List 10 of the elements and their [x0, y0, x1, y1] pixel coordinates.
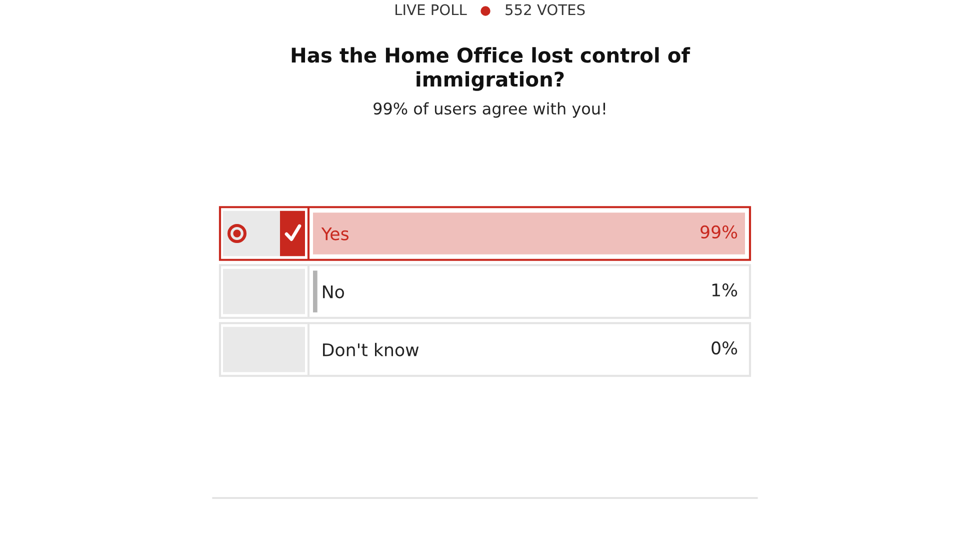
chart-title: Has the Home Office lost control of immigration?: [292, 47, 690, 91]
y-tick-label: No: [323, 285, 344, 298]
y-tick-label: Don't know: [323, 342, 419, 356]
text: 552 VOTES: [506, 4, 585, 16]
y-tick-label: Yes: [321, 227, 349, 240]
data-label: 0%: [712, 341, 738, 355]
data-label: 1%: [712, 283, 738, 297]
text: LIVE POLL: [396, 4, 467, 16]
chart-subtitle: 99% of users agree with you!: [374, 102, 606, 118]
data-label: 99%: [700, 225, 738, 239]
